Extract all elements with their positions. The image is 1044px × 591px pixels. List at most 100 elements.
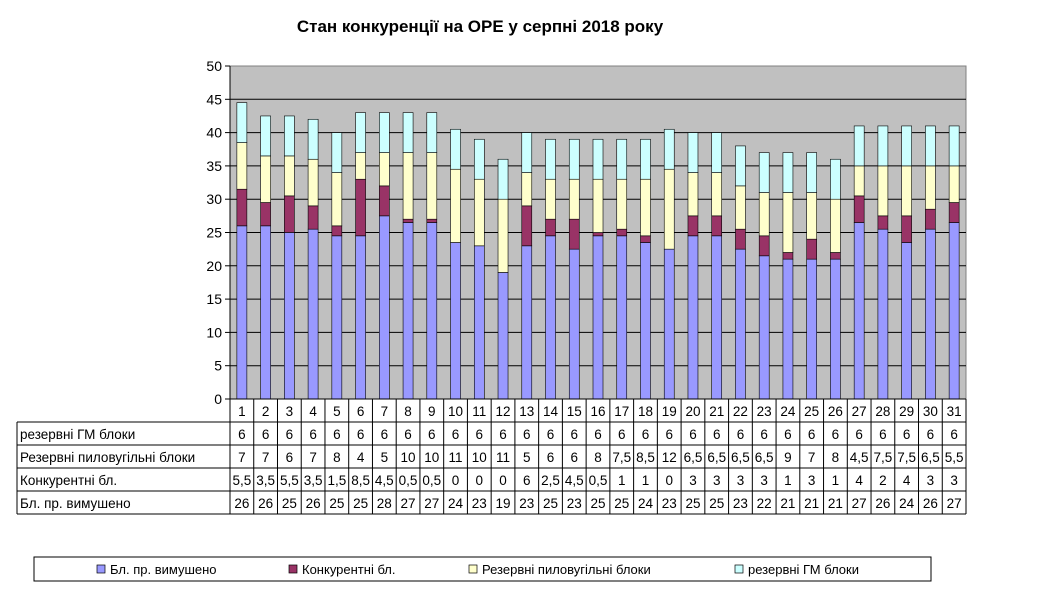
table-cell-value: 6 — [571, 450, 579, 465]
table-cell-value: 6 — [333, 427, 341, 442]
legend-box — [33, 556, 932, 582]
table-cell-value: 3 — [713, 473, 721, 488]
y-tick-label: 20 — [206, 258, 222, 274]
x-tick-label: 30 — [923, 404, 938, 419]
bar-segment — [284, 232, 295, 400]
table-cell-value: 10 — [424, 450, 439, 465]
bar-segment — [782, 152, 794, 193]
table-cell-value: 2 — [879, 473, 887, 488]
bar-segment — [687, 132, 699, 173]
table-cell-value: 6,5 — [755, 450, 774, 465]
bar-segment — [948, 222, 960, 400]
table-cell-value: 2,5 — [541, 473, 560, 488]
bar-segment — [355, 178, 366, 237]
bar-segment — [758, 192, 770, 237]
bar-segment — [758, 152, 770, 193]
table-cell-value: 23 — [519, 496, 534, 511]
table-cell-value: 4,5 — [565, 473, 584, 488]
table-cell-value: 6 — [855, 427, 863, 442]
table-cell-value: 25 — [282, 496, 297, 511]
x-tick-label: 17 — [614, 404, 629, 419]
bar-segment — [782, 258, 794, 400]
bar-segment — [307, 205, 319, 230]
bar-segment — [521, 132, 533, 173]
bar-segment — [948, 202, 960, 223]
table-cell-value: 25 — [353, 496, 368, 511]
bar-segment — [948, 165, 960, 203]
table-cell-value: 0 — [452, 473, 460, 488]
table-row-label: Резервні пиловугільні блоки — [20, 450, 195, 465]
table-cell-value: 4 — [903, 473, 911, 488]
bar-segment — [925, 228, 936, 400]
table-cell-value: 6 — [927, 427, 935, 442]
table-cell-value: 21 — [804, 496, 819, 511]
x-tick-label: 1 — [238, 404, 246, 419]
x-tick-label: 4 — [309, 404, 317, 419]
x-tick-label: 7 — [381, 404, 389, 419]
bar-segment — [616, 228, 628, 237]
bar-segment — [521, 245, 533, 400]
bar-segment — [640, 242, 651, 400]
bar-segment — [568, 218, 580, 250]
bar-segment — [284, 155, 295, 197]
bar-segment — [758, 235, 770, 257]
bar-segment — [592, 235, 604, 400]
table-cell-value: 6 — [499, 427, 507, 442]
bar-segment — [497, 158, 509, 200]
table-cell-value: 9 — [784, 450, 792, 465]
legend-swatch — [288, 564, 298, 574]
table-cell-value: 23 — [567, 496, 582, 511]
x-tick-label: 12 — [496, 404, 511, 419]
table-cell-value: 6,5 — [684, 450, 703, 465]
bar-segment — [592, 232, 604, 237]
data-table: 1 2 3 4 5 6 7 8 9 10 11 12 13 14 15 16 17 18 19 20 21 22 23 24 2… — [16, 398, 967, 515]
table-cell-value: 3 — [737, 473, 745, 488]
table-cell-value: 10 — [472, 450, 487, 465]
table-cell-value: 3 — [950, 473, 958, 488]
bar-segment — [782, 192, 794, 253]
x-tick-label: 27 — [852, 404, 867, 419]
table-cell-value: 8,5 — [636, 450, 655, 465]
bar-segment — [877, 215, 889, 230]
bar-segment — [307, 118, 319, 160]
bar-segment — [473, 178, 485, 247]
x-tick-label: 20 — [685, 404, 700, 419]
legend-swatch — [96, 564, 106, 574]
table-cell-value: 25 — [543, 496, 558, 511]
table-cell-value: 24 — [899, 496, 915, 511]
x-tick-label: 22 — [733, 404, 748, 419]
table-cell-value: 6 — [523, 427, 531, 442]
bar-segment — [711, 172, 723, 217]
x-tick-label: 11 — [472, 404, 486, 419]
table-cell-value: 25 — [614, 496, 629, 511]
bar-segment — [616, 235, 628, 400]
bar-segment — [830, 158, 841, 200]
bar-segment — [640, 235, 651, 243]
table-cell-value: 6 — [262, 427, 270, 442]
bar-segment — [379, 112, 390, 153]
table-cell-value: 6 — [713, 427, 721, 442]
table-cell-value: 11 — [449, 450, 463, 465]
x-tick-label: 19 — [662, 404, 677, 419]
table-cell-value: 8 — [832, 450, 840, 465]
x-tick-label: 21 — [709, 404, 724, 419]
table-cell-value: 6 — [286, 450, 294, 465]
table-cell-value: 6 — [737, 427, 745, 442]
bar-segment — [545, 235, 556, 400]
table-cell-value: 27 — [947, 496, 962, 511]
bar-segment — [901, 165, 912, 217]
table-cell-value: 23 — [733, 496, 748, 511]
bar-segment — [545, 218, 556, 237]
x-tick-label: 6 — [357, 404, 365, 419]
table-cell-value: 0 — [665, 473, 673, 488]
table-cell-value: 6 — [689, 427, 697, 442]
bar-segment — [901, 215, 912, 243]
table-cell-value: 1 — [642, 473, 650, 488]
bar-segment — [379, 215, 390, 400]
bar-segment — [925, 165, 936, 210]
bar-segment — [877, 125, 889, 167]
bar-segment — [402, 222, 414, 400]
bar-segment — [830, 198, 841, 253]
bar-segment — [426, 222, 438, 400]
bar-segment — [687, 215, 699, 237]
